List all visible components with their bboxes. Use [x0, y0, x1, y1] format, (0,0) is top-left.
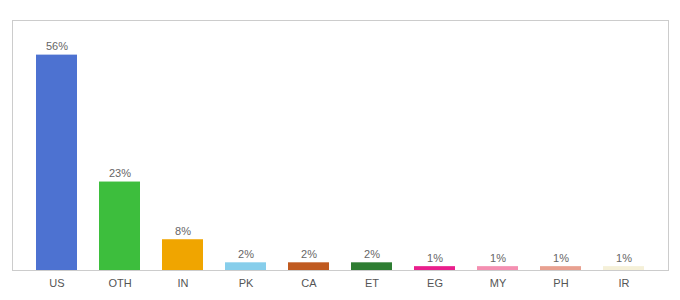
- svg-text:ET: ET: [365, 277, 379, 289]
- svg-text:2%: 2%: [301, 248, 317, 260]
- svg-text:IR: IR: [619, 277, 630, 289]
- svg-text:23%: 23%: [109, 167, 131, 179]
- svg-text:PH: PH: [553, 277, 568, 289]
- svg-text:1%: 1%: [490, 252, 506, 264]
- svg-text:2%: 2%: [238, 248, 254, 260]
- svg-text:1%: 1%: [553, 252, 569, 264]
- svg-text:1%: 1%: [616, 252, 632, 264]
- svg-text:OTH: OTH: [108, 277, 131, 289]
- svg-text:56%: 56%: [46, 40, 68, 52]
- svg-text:1%: 1%: [427, 252, 443, 264]
- svg-text:CA: CA: [301, 277, 317, 289]
- svg-text:PK: PK: [239, 277, 254, 289]
- svg-text:IN: IN: [178, 277, 189, 289]
- svg-text:EG: EG: [427, 277, 443, 289]
- svg-text:2%: 2%: [364, 248, 380, 260]
- svg-text:US: US: [49, 277, 64, 289]
- svg-text:8%: 8%: [175, 225, 191, 237]
- svg-text:MY: MY: [490, 277, 507, 289]
